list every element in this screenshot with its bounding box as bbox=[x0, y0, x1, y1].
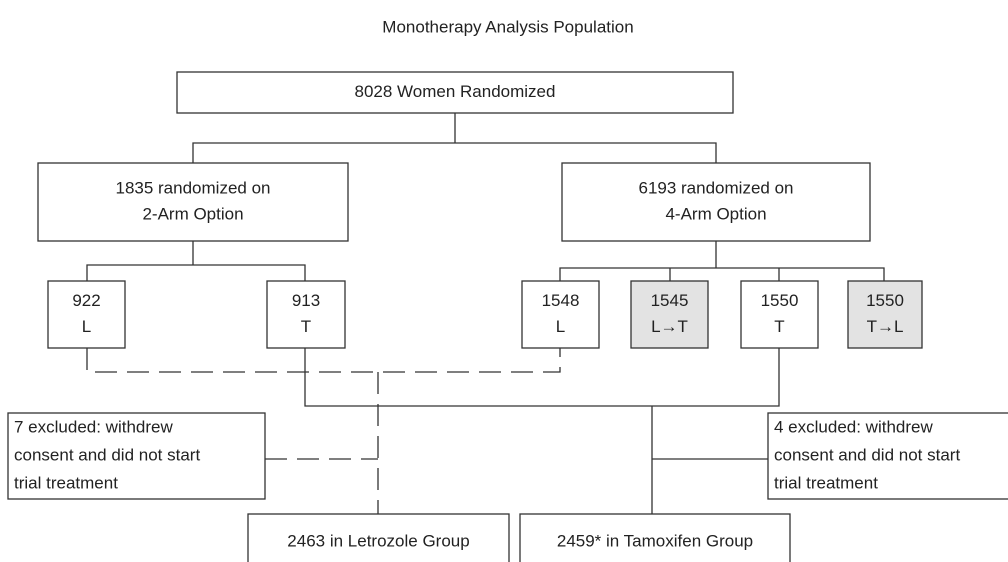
node-label: 913 bbox=[292, 291, 320, 310]
node: 913 T bbox=[266, 280, 346, 349]
node-label: 922 bbox=[72, 291, 100, 310]
node: 1548 L bbox=[521, 280, 600, 349]
node-label: 2463 in Letrozole Group bbox=[287, 531, 469, 550]
node-label: 1548 bbox=[542, 291, 580, 310]
node-label: T→L bbox=[867, 317, 904, 336]
node: 1835 randomized on 2-Arm Option bbox=[37, 162, 349, 242]
connector bbox=[304, 348, 780, 514]
node-label: T bbox=[301, 317, 311, 336]
node: 1545 L→T bbox=[630, 280, 709, 349]
node-label: 1550 bbox=[761, 291, 799, 310]
node: 2459* in Tamoxifen Group bbox=[519, 513, 791, 562]
node-box bbox=[47, 280, 126, 349]
node: 922 L bbox=[47, 280, 126, 349]
node-box bbox=[630, 280, 709, 349]
boxes: 8028 Women Randomized 1835 randomized on 2… bbox=[7, 71, 1008, 562]
node-label: 1550 bbox=[866, 291, 904, 310]
dashed-connector bbox=[265, 372, 379, 514]
node-label: 4 excluded: withdrew bbox=[774, 417, 933, 436]
connector bbox=[192, 113, 717, 163]
node: 1550 T bbox=[740, 280, 819, 349]
dashed-connector bbox=[86, 348, 561, 373]
node-label: 2-Arm Option bbox=[142, 204, 243, 223]
node-box bbox=[37, 162, 349, 242]
node-box bbox=[247, 513, 510, 562]
node: 7 excluded: withdrew consent and did not … bbox=[7, 412, 266, 500]
node: 1550 T→L bbox=[847, 280, 923, 349]
node: 4 excluded: withdrew consent and did not … bbox=[767, 412, 1008, 500]
node-label: L bbox=[82, 317, 91, 336]
node-box bbox=[521, 280, 600, 349]
node-label: T bbox=[774, 317, 784, 336]
node-label: 1835 randomized on bbox=[115, 178, 270, 197]
diagram-title: Monotherapy Analysis Population bbox=[382, 17, 633, 36]
node-label: 6193 randomized on bbox=[638, 178, 793, 197]
node-box bbox=[767, 412, 1008, 500]
connector bbox=[86, 241, 306, 281]
node-label: consent and did not start bbox=[14, 445, 200, 464]
node-box bbox=[266, 280, 346, 349]
connector bbox=[559, 241, 885, 281]
node-label: 7 excluded: withdrew bbox=[14, 417, 173, 436]
node-box bbox=[740, 280, 819, 349]
node-label: trial treatment bbox=[14, 473, 118, 492]
node: 6193 randomized on 4-Arm Option bbox=[561, 162, 871, 242]
node-box bbox=[561, 162, 871, 242]
node-label: L bbox=[556, 317, 565, 336]
node-label: 8028 Women Randomized bbox=[355, 82, 556, 101]
node-label: consent and did not start bbox=[774, 445, 960, 464]
connectors bbox=[86, 113, 885, 514]
node-label: trial treatment bbox=[774, 473, 878, 492]
node: 2463 in Letrozole Group bbox=[247, 513, 510, 562]
node-box bbox=[519, 513, 791, 562]
node: 8028 Women Randomized bbox=[176, 71, 734, 114]
node-label: 4-Arm Option bbox=[665, 204, 766, 223]
node-box bbox=[176, 71, 734, 114]
node-box bbox=[7, 412, 266, 500]
node-label: L→T bbox=[651, 317, 688, 336]
node-label: 1545 bbox=[651, 291, 689, 310]
node-label: 2459* in Tamoxifen Group bbox=[557, 531, 753, 550]
node-box bbox=[847, 280, 923, 349]
